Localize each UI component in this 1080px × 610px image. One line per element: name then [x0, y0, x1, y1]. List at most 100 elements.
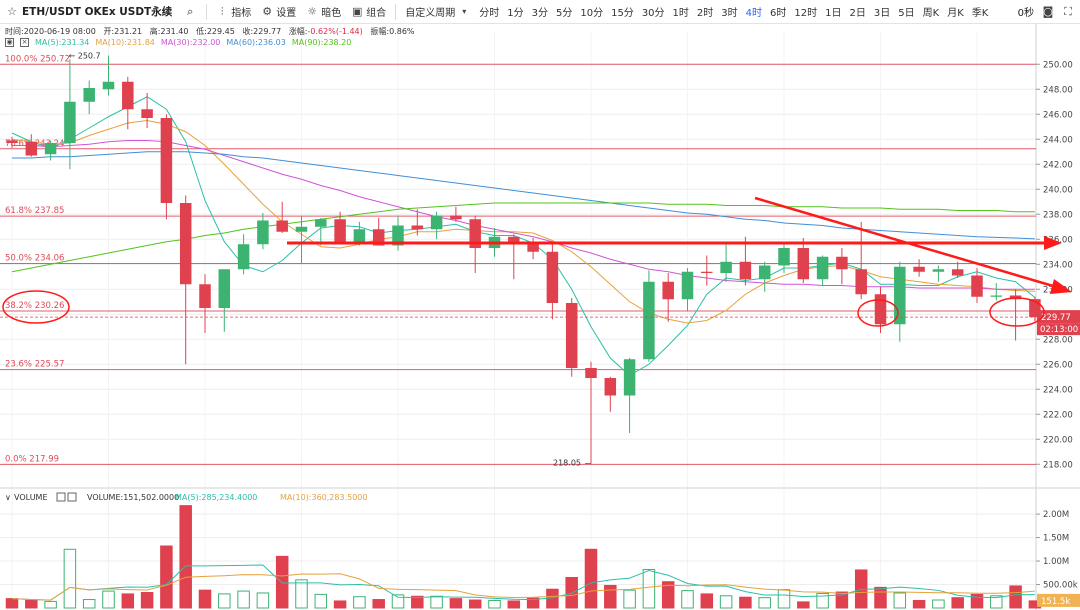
close-icon[interactable]: ×: [20, 38, 29, 47]
volume-bar: [719, 595, 733, 609]
layout-label: 组合: [366, 8, 387, 19]
candle-body: [836, 256, 848, 270]
dark-mode-label: 暗色: [321, 8, 342, 19]
candle-body: [141, 109, 153, 118]
interval-tab[interactable]: 3时: [721, 8, 738, 19]
fib-label: 38.2% 230.26: [5, 301, 64, 311]
y-tick-label: 218.00: [1043, 460, 1073, 470]
interval-tab[interactable]: 4时: [745, 8, 763, 19]
diagonal-arrow-line: [754, 196, 1061, 290]
candle-body: [874, 294, 887, 325]
interval-tab[interactable]: 10分: [580, 8, 604, 19]
interval-tab[interactable]: 1日: [825, 8, 842, 19]
volume-bar: [179, 505, 192, 609]
interval-tab[interactable]: 5日: [898, 8, 915, 19]
volume-bar: [526, 597, 540, 609]
close-icon[interactable]: [67, 492, 77, 502]
candle-body: [701, 271, 713, 273]
interval-tab[interactable]: 2时: [696, 8, 714, 19]
candle-body: [160, 118, 173, 203]
candle-body: [411, 225, 424, 230]
ma-legend-item: MA(10):231.84: [95, 38, 155, 47]
open-label: 开:: [103, 27, 115, 36]
volume-bar: [874, 586, 887, 609]
high-label: 高:: [149, 27, 161, 36]
volume-bar: [295, 579, 308, 609]
interval-tab[interactable]: 6时: [770, 8, 787, 19]
volume-bar: [275, 555, 289, 609]
indicator-button[interactable]: ⫶ 指标: [211, 4, 256, 19]
y-tick-label: 228.00: [1043, 335, 1073, 345]
y-tick-label: 242.00: [1043, 160, 1073, 170]
fullscreen-icon[interactable]: ⛶: [1064, 4, 1072, 18]
candle-body: [353, 229, 366, 242]
settings-button[interactable]: ⚙ 设置: [256, 4, 301, 19]
interval-tab[interactable]: 1分: [507, 8, 524, 19]
candle-body: [720, 261, 732, 273]
volume-bar: [44, 600, 57, 609]
volume-bar: [951, 597, 964, 609]
interval-list: 分时 1分 3分 5分 10分 15分 30分 1时 2时 3时 4时 6时 12时 1日 2日 3日 5日 周K…: [475, 4, 992, 19]
indicator-icon: ⫶: [220, 4, 224, 18]
volume-legend: ∨ VOLUME VOLUME:151,502.0000MA(5):285,234.…: [5, 492, 367, 502]
candle-body: [122, 81, 134, 110]
interval-tab[interactable]: 分时: [479, 8, 500, 19]
eye-icon[interactable]: ◉: [5, 38, 14, 47]
candle-body: [681, 271, 694, 300]
y-tick-label: 226.00: [1043, 360, 1073, 370]
volume-tick-label: 1.50M: [1043, 534, 1069, 544]
volume-bar: [82, 599, 96, 609]
candle-body: [430, 215, 443, 230]
volume-legend-item: VOLUME:151,502.0000: [87, 493, 179, 502]
candle-body: [894, 266, 906, 325]
volume-bar: [604, 584, 617, 609]
interval-tab[interactable]: 15分: [611, 8, 634, 19]
interval-tab[interactable]: 月K: [947, 8, 964, 19]
interval-tab[interactable]: 30分: [641, 8, 665, 19]
y-tick-label: 224.00: [1043, 385, 1073, 395]
volume-bar: [121, 593, 135, 609]
layout-button[interactable]: ▣ 组合: [346, 4, 391, 19]
candle-body: [778, 248, 790, 266]
candle-body: [44, 143, 57, 155]
candle-body: [565, 303, 578, 368]
symbol-selector[interactable]: ☆ ETH/USDT OKEx USDT永续 ⌕: [0, 4, 202, 19]
dark-mode-button[interactable]: ☼ 暗色: [301, 4, 346, 19]
fib-label: 50.0% 234.06: [5, 254, 64, 264]
volume-bar: [990, 595, 1003, 609]
volume-bar: [372, 599, 385, 609]
volume-bar: [449, 598, 463, 609]
interval-tab[interactable]: 3日: [873, 8, 891, 19]
interval-tab[interactable]: 5分: [555, 8, 573, 19]
interval-tab[interactable]: 12时: [794, 8, 818, 19]
volume-legend-title: VOLUME: [14, 493, 48, 502]
volume-bar: [256, 592, 270, 609]
toolbar-divider: [395, 3, 397, 20]
arrow-head-icon: [1044, 236, 1062, 250]
candle-body: [469, 219, 481, 248]
interval-tab[interactable]: 周K: [922, 8, 940, 19]
camera-icon[interactable]: ◙: [1042, 4, 1054, 18]
volume-bar: [198, 589, 212, 609]
volume-bar: [391, 594, 405, 609]
interval-tab[interactable]: 1时: [672, 8, 689, 19]
interval-tab[interactable]: 2日: [849, 8, 866, 19]
volume-bar: [25, 599, 38, 609]
interval-tab[interactable]: 3分: [531, 8, 548, 19]
search-icon[interactable]: ⌕: [187, 4, 194, 18]
volume-bar: [430, 595, 443, 609]
custom-period-dropdown[interactable]: 自定义周期 ▾: [400, 4, 475, 20]
candle-body: [295, 226, 308, 232]
toolbar: ☆ ETH/USDT OKEx USDT永续 ⌕ ⫶ 指标 ⚙ 设置 ☼ 暗色 …: [0, 0, 1080, 24]
interval-tab[interactable]: 季K: [971, 8, 989, 19]
highlight-circle: [989, 297, 1045, 327]
volume-bar: [932, 599, 945, 609]
countdown-label: 0秒: [1017, 8, 1034, 19]
star-icon[interactable]: ☆: [7, 4, 17, 18]
ma-legend: ◉ × MA(5):231.34 MA(10):231.84 MA(30):232.…: [5, 38, 351, 47]
eye-icon[interactable]: [56, 492, 66, 502]
volume-bar: [584, 548, 598, 609]
candle-body: [585, 368, 597, 378]
volume-bar: [411, 595, 424, 609]
